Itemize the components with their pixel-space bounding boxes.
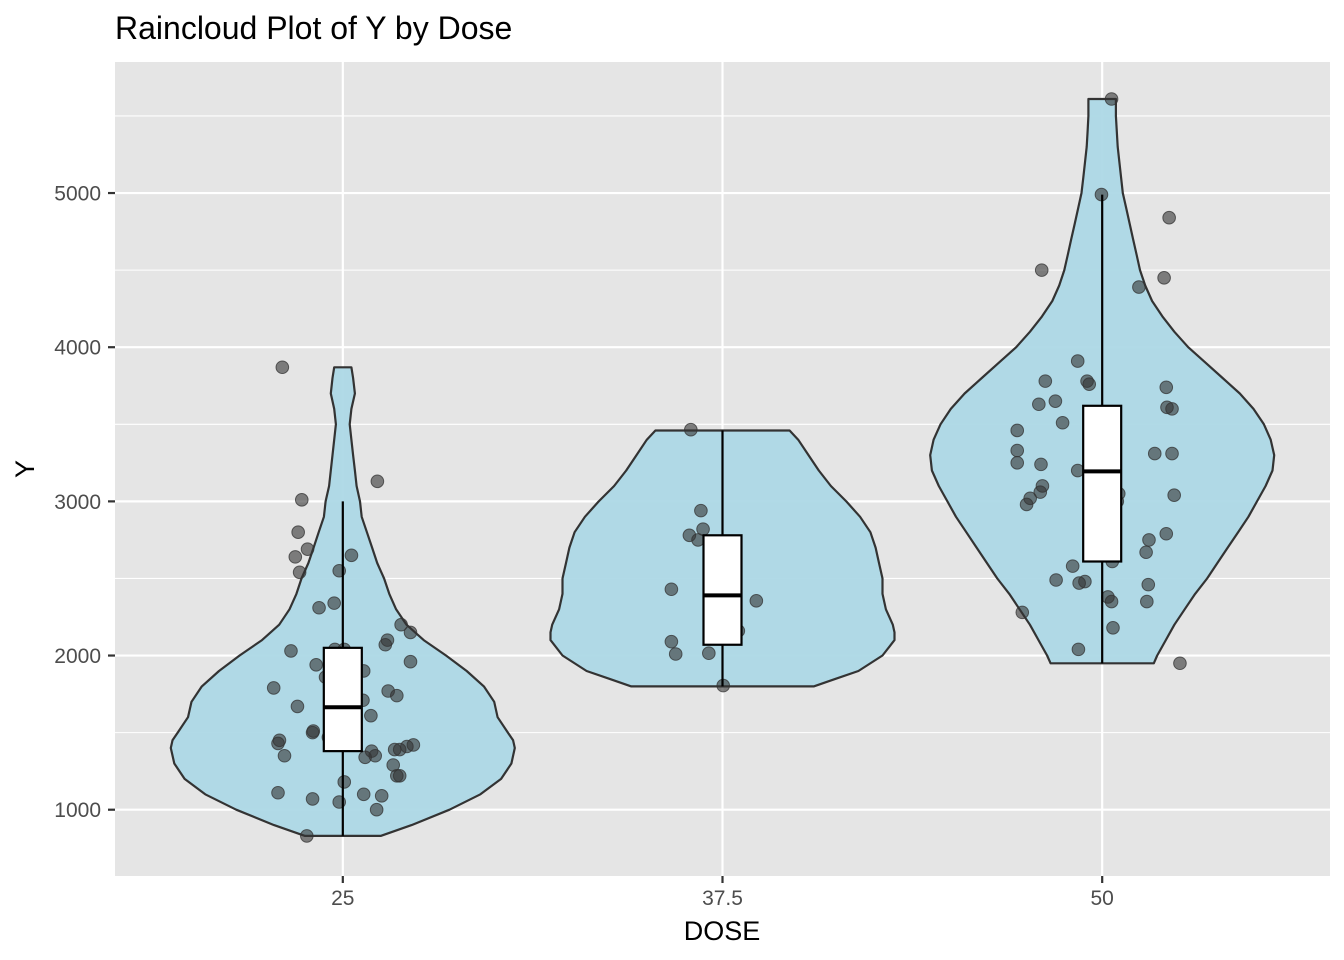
data-point <box>1147 446 1162 461</box>
data-point <box>1034 457 1048 472</box>
box-iqr <box>1082 404 1123 563</box>
data-point <box>277 748 292 763</box>
data-point <box>284 644 298 658</box>
data-point <box>271 785 285 800</box>
data-point <box>1082 377 1097 392</box>
data-point <box>684 422 698 437</box>
data-point <box>1167 488 1181 503</box>
data-point <box>1106 620 1120 635</box>
data-point <box>370 474 385 489</box>
data-point <box>403 625 418 640</box>
data-point <box>288 550 303 564</box>
data-point <box>1049 573 1063 587</box>
data-point <box>1032 397 1046 412</box>
data-point <box>356 787 371 802</box>
data-point <box>1034 263 1049 277</box>
data-point <box>337 775 352 789</box>
data-point <box>294 493 309 507</box>
data-point <box>1104 594 1119 609</box>
chart-title: Raincloud Plot of Y by Dose <box>115 10 512 46</box>
data-point <box>1033 485 1048 499</box>
data-point <box>1165 446 1179 461</box>
data-point <box>1071 642 1086 657</box>
axes: 1000 2000 3000 4000 5000 25 37.5 50 <box>54 183 1114 910</box>
data-point <box>306 724 321 738</box>
y-tick-label: 4000 <box>54 337 101 360</box>
data-point <box>1141 577 1156 592</box>
data-point <box>358 750 372 765</box>
y-tick-label: 1000 <box>54 799 101 822</box>
data-point <box>1048 394 1063 408</box>
data-point <box>1072 576 1086 590</box>
x-tick-label: 50 <box>1091 887 1114 910</box>
data-point <box>364 708 378 723</box>
y-tick-label: 3000 <box>54 491 101 514</box>
data-point <box>1139 545 1153 560</box>
data-point <box>369 802 384 817</box>
x-tick-label: 25 <box>331 887 354 910</box>
data-point <box>702 646 716 661</box>
data-point <box>292 565 307 580</box>
y-tick-label: 2000 <box>54 645 101 668</box>
data-point <box>309 657 323 672</box>
data-point <box>1010 443 1025 458</box>
data-point <box>1055 415 1070 430</box>
data-point <box>1015 605 1030 620</box>
data-point <box>300 829 314 843</box>
data-point <box>1010 456 1025 470</box>
data-point <box>403 654 418 669</box>
box-iqr <box>702 534 743 646</box>
data-point <box>1142 533 1156 547</box>
data-point <box>290 699 305 714</box>
data-point <box>380 633 395 647</box>
data-point <box>344 548 359 563</box>
y-axis-title: Y <box>10 460 40 478</box>
data-point <box>1159 526 1174 541</box>
data-point <box>390 688 404 703</box>
data-point <box>1104 92 1119 106</box>
data-point <box>1140 594 1154 609</box>
data-point <box>1159 380 1174 395</box>
data-point <box>1019 497 1034 512</box>
data-point <box>406 738 421 752</box>
data-point <box>1165 402 1179 416</box>
data-point <box>305 792 320 806</box>
data-point <box>1038 374 1053 388</box>
data-point <box>1070 354 1085 368</box>
data-point <box>664 634 679 649</box>
data-point <box>1157 271 1171 285</box>
data-point <box>312 600 326 615</box>
data-point <box>392 742 407 757</box>
data-point <box>374 789 389 803</box>
data-point <box>749 594 764 608</box>
data-point <box>668 647 683 661</box>
data-point <box>291 525 305 540</box>
box-iqr <box>322 646 363 753</box>
data-point <box>1065 559 1080 573</box>
boxplots <box>322 194 1123 836</box>
data-point <box>266 681 281 695</box>
data-point <box>271 736 285 751</box>
data-point <box>694 503 708 518</box>
data-point <box>394 617 408 632</box>
data-point <box>327 596 341 610</box>
data-point <box>1162 210 1176 225</box>
data-point <box>300 542 315 556</box>
y-tick-label: 5000 <box>54 183 101 206</box>
data-point <box>1173 656 1187 671</box>
data-point <box>275 360 290 375</box>
data-point <box>664 582 679 597</box>
data-point <box>1132 280 1146 294</box>
data-point <box>1010 423 1025 438</box>
x-tick-label: 37.5 <box>702 887 743 910</box>
data-point <box>392 768 407 783</box>
x-axis-title: DOSE <box>684 916 761 946</box>
